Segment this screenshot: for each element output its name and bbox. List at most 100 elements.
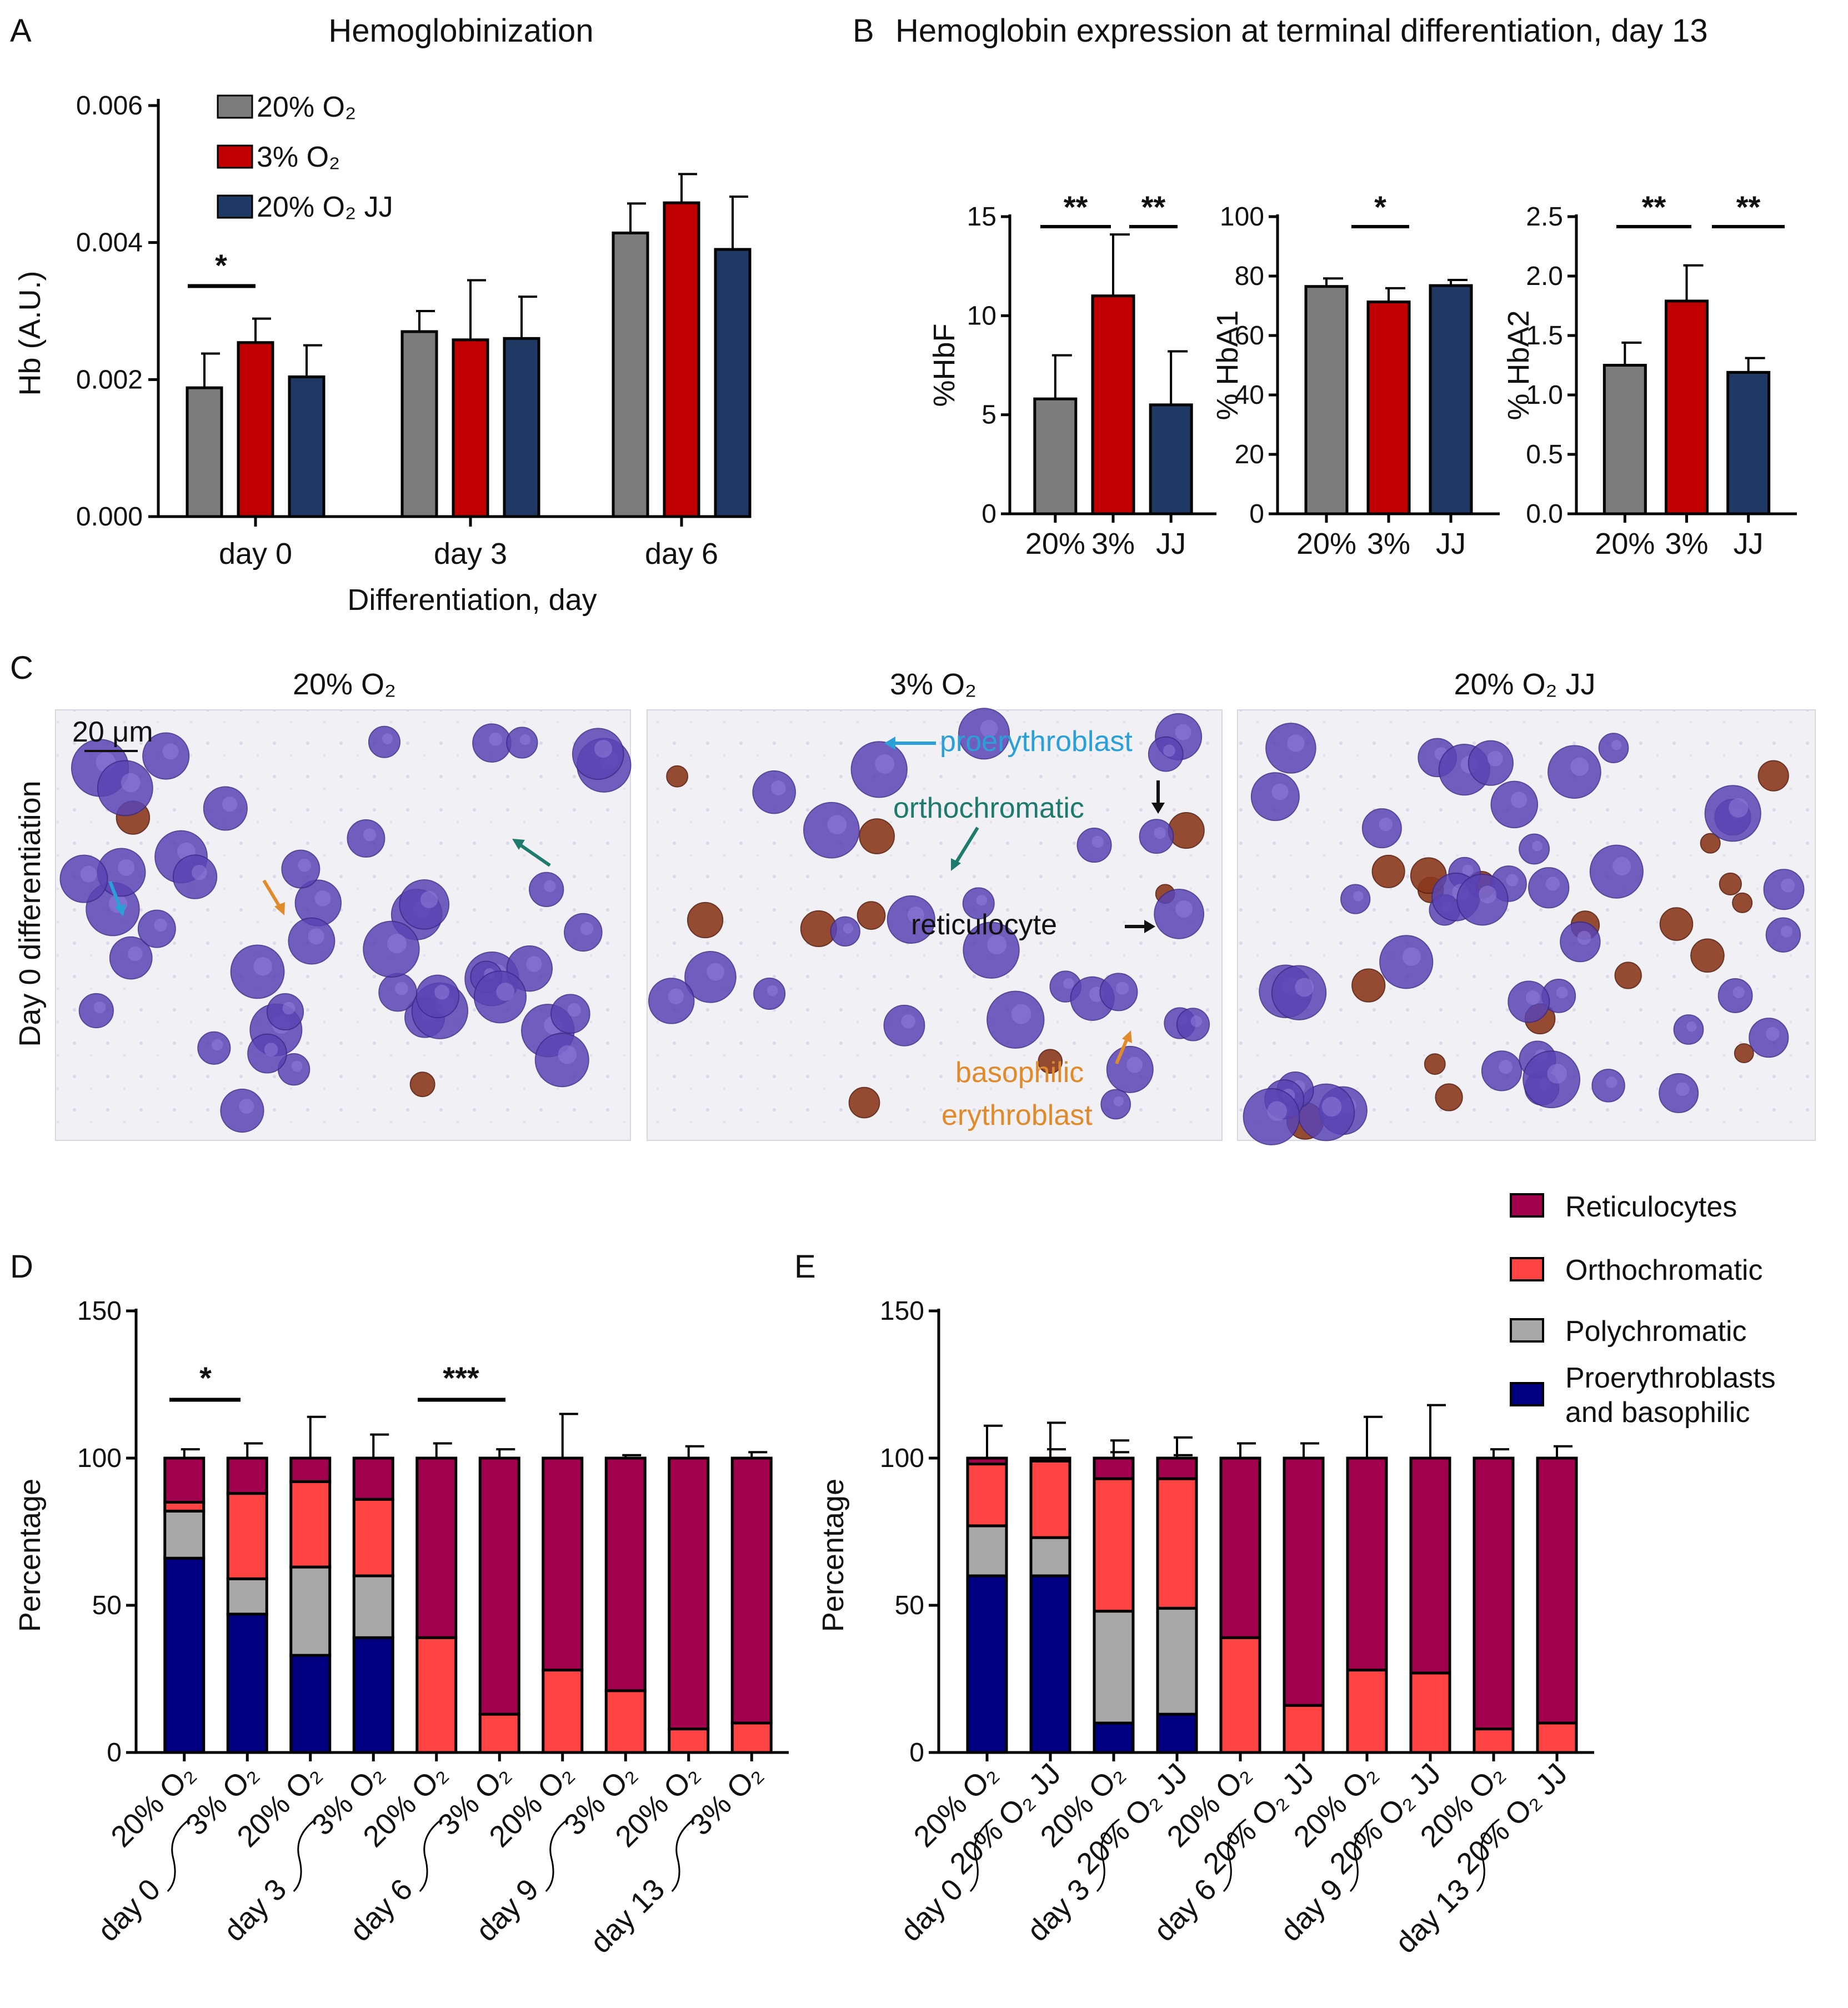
b-xtick-label: JJ [1156, 527, 1186, 560]
stack-segment [1093, 1610, 1135, 1725]
stack-segment [604, 1456, 647, 1692]
cell-nucleus-highlight [1686, 1021, 1697, 1032]
a-xtick-label: day 0 [219, 537, 292, 570]
stack-group-label: day 13 [584, 1872, 671, 1960]
reticulocyte-cell [859, 818, 895, 854]
stack-group-brace [969, 1818, 993, 1892]
stack-ytick-label: 150 [77, 1296, 122, 1326]
b-xtick-label: JJ [1734, 527, 1764, 560]
panel-c-letter: C [10, 650, 33, 686]
cell-nucleus-highlight [1267, 1101, 1287, 1121]
cell-nucleus-highlight [668, 988, 684, 1005]
b-ytick-label: 1.0 [1526, 380, 1563, 410]
legend-3-o2: 3% O₂ [257, 141, 340, 173]
cell-nucleus-highlight [1780, 925, 1793, 938]
cell-nucleus-highlight [1163, 744, 1175, 757]
b-xtick-label: 20% [1296, 527, 1356, 560]
stack-segment [1029, 1456, 1071, 1463]
cell-nucleus-highlight [1499, 1060, 1513, 1074]
stack-xtick-label: 20% O₂ [104, 1757, 201, 1854]
stack-group-label: day 9 [469, 1872, 545, 1948]
stack-group-brace [167, 1818, 191, 1892]
legend-20-o2: 20% O₂ [257, 91, 356, 123]
cell-nucleus-highlight [519, 734, 531, 745]
cell-nucleus-highlight [395, 982, 408, 995]
panel-a-letter: A [10, 13, 32, 49]
stack-segment [1346, 1669, 1388, 1754]
stack-group-label: day 6 [343, 1872, 419, 1948]
reticulocyte-cell [857, 901, 886, 930]
stack-group-brace [1096, 1818, 1120, 1892]
cell-nucleus-highlight [567, 1003, 581, 1017]
cell-nucleus-highlight [239, 1099, 254, 1114]
cell-nucleus-highlight [1379, 817, 1393, 832]
reticulocyte-cell [1659, 907, 1694, 941]
cell-nucleus-highlight [1113, 1096, 1124, 1106]
legend-swatch-orthochromatic [1510, 1257, 1544, 1281]
stack-segment [966, 1574, 1008, 1754]
b-bar [1366, 301, 1411, 515]
cell-nucleus-highlight [80, 865, 97, 883]
scale-bar-label: 20 μm [72, 716, 153, 748]
panel-a-xlabel: Differentiation, day [347, 583, 597, 617]
stack-segment [1029, 1574, 1071, 1754]
reticulocyte-cell [666, 765, 689, 788]
stack-group-brace [293, 1818, 317, 1892]
b-ytick-label: 0 [1249, 499, 1264, 529]
b-bar [1033, 397, 1078, 515]
stack-group-label: day 0 [894, 1872, 970, 1948]
reticulocyte-cell [1690, 938, 1725, 973]
b-ytick-label: 20 [1235, 440, 1264, 469]
b-bar [1665, 299, 1709, 515]
cell-nucleus-highlight [1287, 734, 1305, 752]
cell-nucleus-highlight [434, 984, 449, 1000]
stack-segment [1219, 1636, 1261, 1754]
cell-nucleus-highlight [253, 957, 272, 976]
panel-a-chart: 0.000 0.002 0.004 0.006 day 0 day 3 day 6 * [76, 91, 752, 570]
stack-group-label: day 6 [1148, 1872, 1223, 1948]
cell-nucleus-highlight [1732, 986, 1745, 999]
a-bar [237, 341, 274, 518]
cell-nucleus-highlight [580, 922, 594, 935]
stack-group-label: day 13 [1389, 1872, 1476, 1960]
legend-reticulocytes: Reticulocytes [1565, 1191, 1737, 1223]
cell-nucleus-highlight [1766, 1026, 1780, 1041]
cell-nucleus-highlight [770, 780, 786, 795]
reticulocyte-cell [1038, 1049, 1063, 1074]
b-bar [1429, 284, 1473, 515]
a-sig-label: * [215, 248, 227, 283]
stack-ytick-label: 100 [77, 1444, 122, 1473]
stack-group-label: day 3 [217, 1872, 293, 1948]
a-ytick-label: 0.006 [76, 91, 143, 121]
cell-nucleus-highlight [767, 985, 778, 997]
panel-b-hba2-chart: 0.0 0.5 1.0 1.5 2.0 2.5 % HbA2 20% 3% JJ ** ** [1502, 189, 1797, 560]
legend-swatch-20-o2-jj [217, 194, 253, 219]
arrow-green-1 [518, 843, 551, 867]
b-xtick-label: JJ [1436, 527, 1466, 560]
cell-nucleus-highlight [1154, 827, 1166, 839]
b-xtick-label: 20% [1595, 527, 1655, 560]
arrow-orthochromatic [954, 827, 979, 865]
reticulocyte-cell [1168, 812, 1205, 849]
arrow-blue-1-head [114, 904, 126, 917]
b-bar [1726, 370, 1771, 515]
reticulocyte-cell [687, 902, 724, 939]
stack-segment [352, 1456, 394, 1501]
cell-nucleus-highlight [264, 1043, 278, 1056]
stack-group-label: day 3 [1021, 1872, 1096, 1948]
b-ytick-label: 15 [967, 202, 996, 232]
b-xtick-label: 20% [1025, 527, 1085, 560]
a-ytick-label: 0.004 [76, 228, 143, 258]
cell-nucleus-highlight [1612, 857, 1631, 876]
cell-nucleus-highlight [489, 732, 503, 746]
b-ytick-label: 10 [967, 301, 996, 331]
stack-ytick-label: 100 [880, 1444, 924, 1473]
legend-polychromatic: Polychromatic [1565, 1315, 1747, 1348]
cell-nucleus-highlight [387, 934, 407, 954]
stack-segment [1219, 1456, 1261, 1639]
stack-segment [478, 1456, 520, 1716]
stack-ytick-label: 50 [92, 1591, 122, 1620]
cell-nucleus-highlight [901, 1014, 916, 1029]
micrograph-1-title: 20% O₂ [293, 668, 396, 701]
b-ytick-label: 5 [981, 400, 996, 430]
